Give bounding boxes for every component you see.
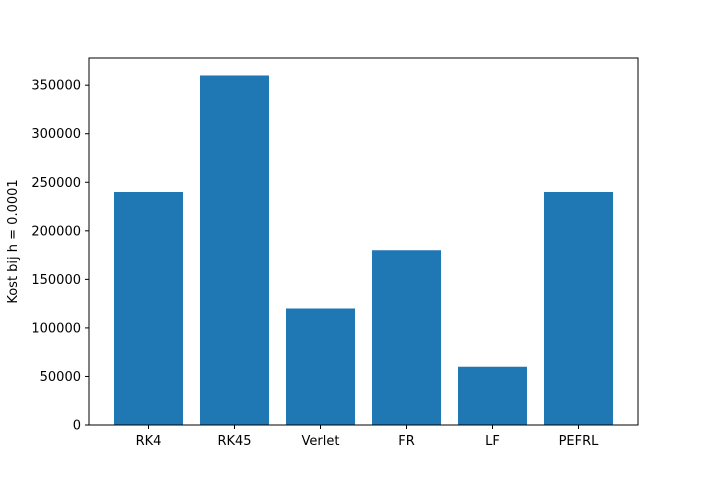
bar-pefrl xyxy=(544,191,613,425)
x-axis: RK4 RK45 Verlet FR LF PEFRL xyxy=(136,425,600,449)
y-tick-label: 200000 xyxy=(31,224,81,239)
y-tick-label: 0 xyxy=(73,419,81,434)
y-axis: 0 50000 100000 150000 200000 250000 300000 3500… xyxy=(31,79,89,434)
bar-rk4 xyxy=(114,191,183,425)
bars-group xyxy=(114,75,613,425)
y-tick-label: 300000 xyxy=(31,127,81,142)
y-tick-label: 100000 xyxy=(31,321,81,336)
y-tick-label: 150000 xyxy=(31,273,81,288)
bar-fr xyxy=(372,250,441,425)
x-tick-label: LF xyxy=(485,434,500,449)
bar-lf xyxy=(458,366,527,425)
x-tick-label: PEFRL xyxy=(559,434,600,449)
plot-frame xyxy=(88,57,639,426)
bar-verlet xyxy=(286,308,355,425)
y-tick-label: 350000 xyxy=(31,79,81,94)
x-tick-label: Verlet xyxy=(302,434,340,449)
x-tick-label: RK45 xyxy=(217,434,251,449)
y-tick-label: 50000 xyxy=(40,370,81,385)
bar-rk45 xyxy=(200,75,269,425)
x-tick-label: RK4 xyxy=(136,434,162,449)
y-tick-label: 250000 xyxy=(31,176,81,191)
x-tick-label: FR xyxy=(398,434,415,449)
y-axis-label: Kost bij h = 0.0001 xyxy=(6,179,21,303)
